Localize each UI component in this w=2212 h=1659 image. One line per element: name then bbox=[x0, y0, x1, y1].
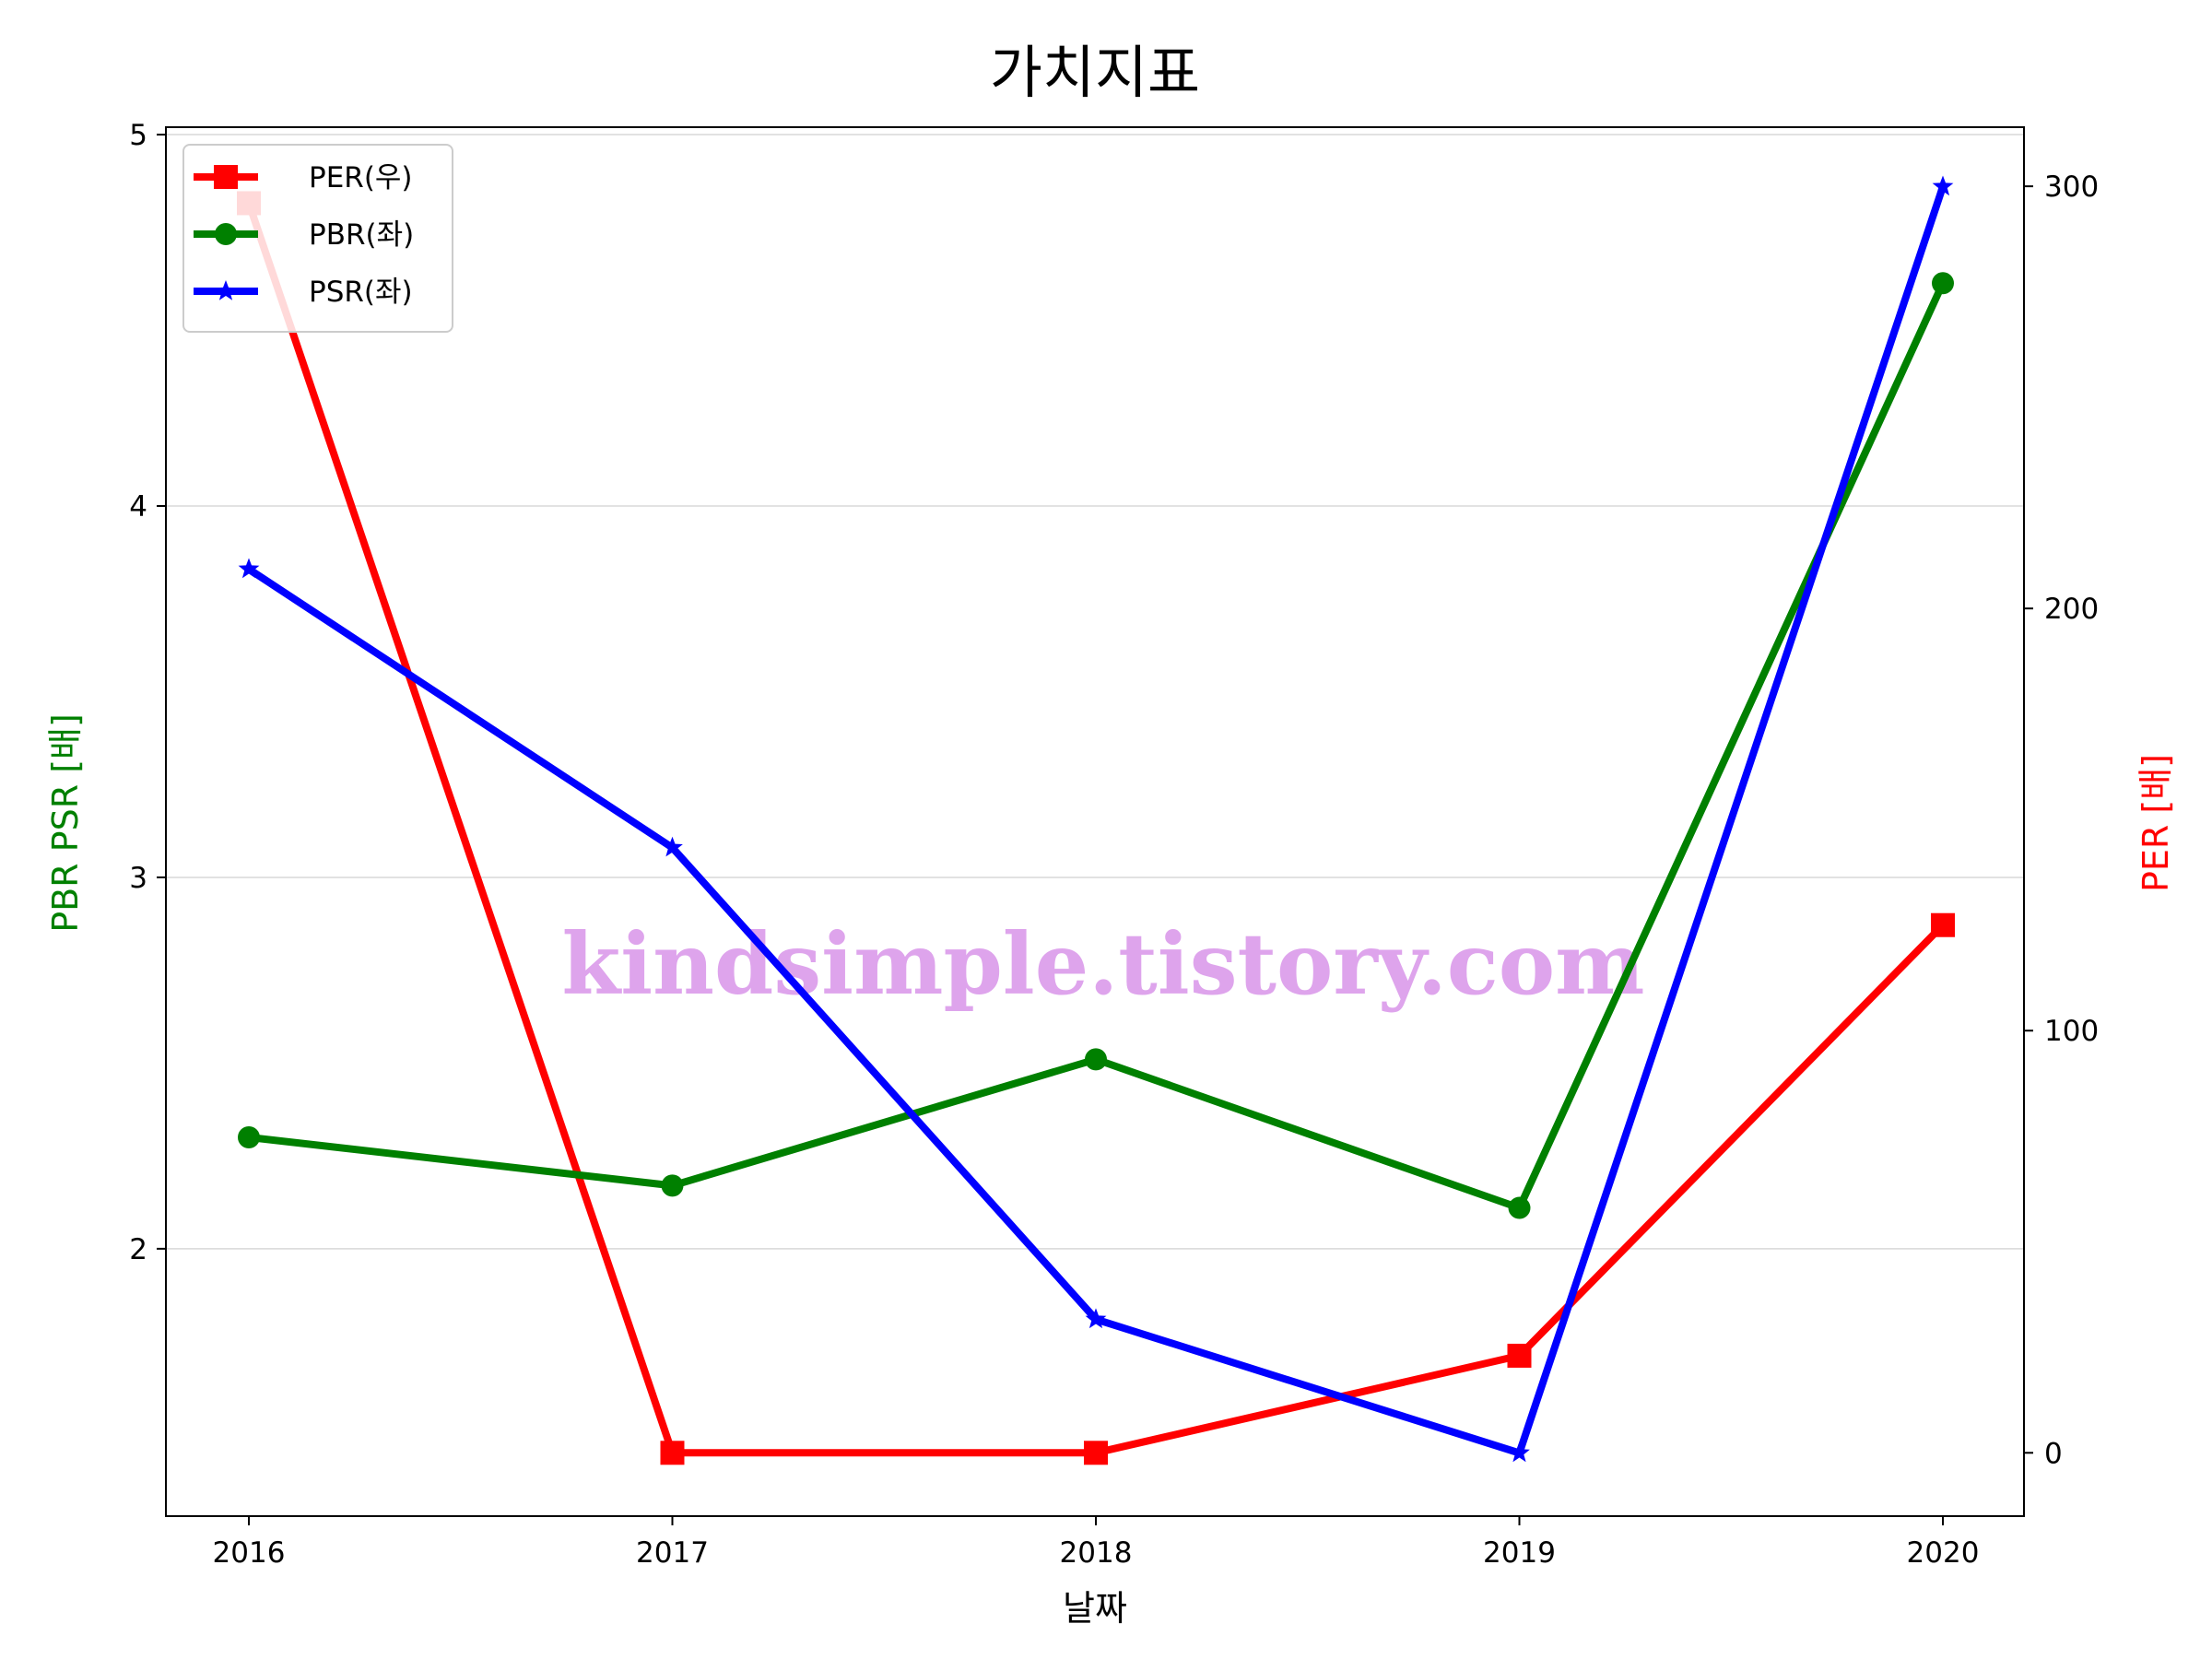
right-y-tick-label: 300 bbox=[2044, 171, 2099, 204]
legend-label: PSR(좌) bbox=[309, 276, 413, 309]
legend-marker bbox=[215, 223, 237, 245]
series-layer bbox=[237, 175, 1955, 1465]
left-y-tick-label: 5 bbox=[129, 119, 147, 152]
legend: PER(우) PBR(좌) PSR(좌) bbox=[182, 144, 453, 333]
legend-label: PBR(좌) bbox=[309, 218, 414, 252]
legend-box bbox=[182, 144, 453, 333]
watermark-text: kindsimple.tistory.com bbox=[561, 914, 1644, 1014]
legend-label: PER(우) bbox=[309, 161, 413, 194]
right-axis-label: PER [배] bbox=[2136, 754, 2176, 892]
legend-marker bbox=[214, 165, 238, 189]
plot-frame bbox=[165, 126, 2025, 1517]
chart-title: 가치지표 bbox=[990, 39, 1200, 106]
data-point bbox=[1509, 1441, 1530, 1463]
series-line bbox=[246, 185, 1947, 1457]
x-axis-label: 날짜 bbox=[1063, 1588, 1127, 1629]
left-y-tick-label: 3 bbox=[129, 862, 147, 895]
legend-entry: PBR(좌) bbox=[194, 218, 414, 252]
x-tick-label: 2020 bbox=[1907, 1536, 1980, 1570]
x-tick-label: 2017 bbox=[636, 1536, 709, 1570]
right-y-tick-label: 100 bbox=[2044, 1015, 2099, 1048]
legend-entry: PSR(좌) bbox=[194, 276, 413, 309]
x-tick-label: 2018 bbox=[1060, 1536, 1133, 1570]
series-line bbox=[245, 202, 1946, 1457]
x-tick-label: 2019 bbox=[1483, 1536, 1556, 1570]
watermark-layer: kindsimple.tistory.com bbox=[561, 914, 1644, 1014]
data-point bbox=[1084, 1441, 1108, 1465]
series-3 bbox=[238, 175, 1954, 1463]
x-tick-label: 2016 bbox=[213, 1536, 286, 1570]
axes: 2016 2017 2018 2019 2020 2 3 4 5 0 100 200 300 bbox=[129, 119, 2099, 1570]
legend-marker bbox=[215, 280, 237, 300]
data-point bbox=[1932, 272, 1954, 295]
left-axis-label: PBR PSR [배] bbox=[45, 713, 86, 933]
right-y-tick-label: 0 bbox=[2044, 1437, 2063, 1470]
data-point bbox=[661, 1174, 684, 1197]
data-point bbox=[1085, 1048, 1107, 1071]
data-point bbox=[238, 1126, 260, 1148]
data-point bbox=[1507, 1343, 1532, 1368]
left-y-tick-label: 2 bbox=[129, 1233, 147, 1266]
data-point bbox=[1931, 912, 1955, 937]
data-point bbox=[238, 558, 260, 579]
data-point bbox=[660, 1441, 685, 1465]
right-y-tick-label: 200 bbox=[2044, 593, 2099, 626]
data-point bbox=[1932, 175, 1954, 196]
left-y-tick-label: 4 bbox=[129, 490, 147, 524]
legend-entry: PER(우) bbox=[194, 161, 413, 194]
data-point bbox=[1508, 1196, 1531, 1219]
series-2 bbox=[238, 272, 1954, 1219]
data-point bbox=[1085, 1308, 1107, 1329]
data-point bbox=[662, 836, 683, 857]
